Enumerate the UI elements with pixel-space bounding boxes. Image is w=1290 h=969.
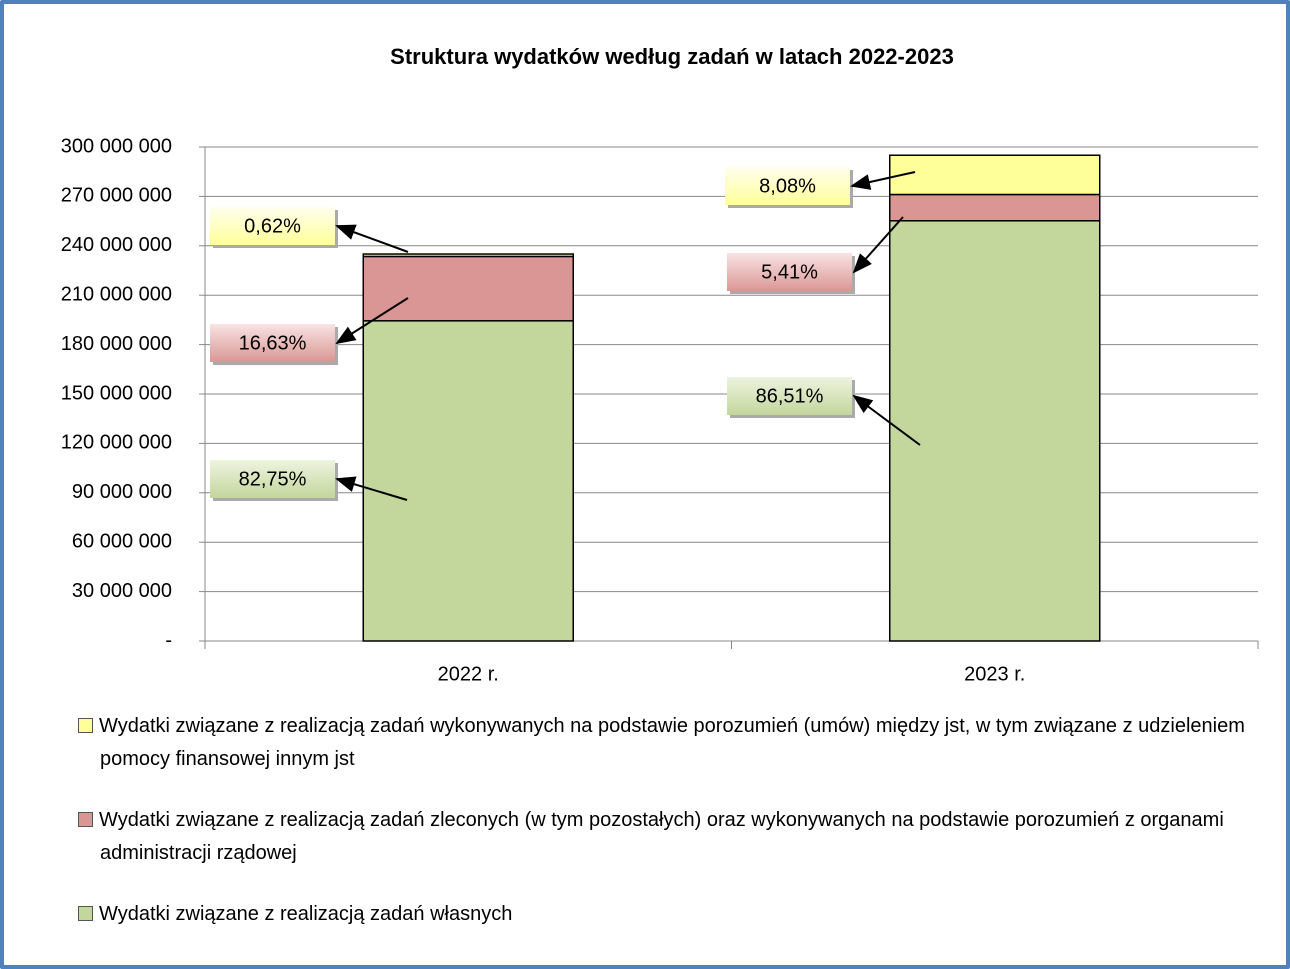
legend-label: Wydatki związane z realizacją zadań wyko… — [99, 715, 1245, 770]
chart-title: Struktura wydatków według zadań w latach… — [390, 44, 954, 69]
legend-swatch — [78, 906, 93, 921]
arrow — [335, 476, 408, 501]
bar-segment — [889, 154, 1101, 196]
bar-segment — [362, 253, 574, 258]
share-box — [727, 377, 852, 415]
share-label: 86,51% — [756, 385, 824, 407]
x-tick-label: 2023 r. — [964, 663, 1025, 685]
y-tick-label: 210 000 000 — [61, 283, 172, 305]
legend-item: Wydatki związane z realizacją zadań wyko… — [78, 710, 1248, 776]
arrow — [335, 297, 409, 345]
bar-segment — [362, 320, 574, 642]
x-tick-label: 2022 r. — [438, 663, 499, 685]
legend-label: Wydatki związane z realizacją zadań zlec… — [99, 809, 1224, 864]
share-label: 82,75% — [239, 468, 307, 490]
bar-segment — [889, 193, 1101, 222]
arrow — [852, 216, 904, 274]
share-box — [210, 324, 335, 362]
y-tick-label: 300 000 000 — [61, 135, 172, 157]
legend-swatch — [78, 812, 93, 827]
y-tick-label: 60 000 000 — [72, 530, 172, 552]
y-tick-label: 30 000 000 — [72, 580, 172, 602]
arrow — [852, 394, 921, 446]
share-box — [210, 460, 335, 498]
bar-segment — [362, 255, 574, 322]
share-box — [727, 253, 852, 291]
share-box — [725, 167, 850, 205]
legend-item: Wydatki związane z realizacją zadań zlec… — [78, 804, 1248, 870]
legend: Wydatki związane z realizacją zadań wyko… — [78, 710, 1248, 959]
y-tick-label: 120 000 000 — [61, 432, 172, 454]
legend-label: Wydatki związane z realizacją zadań włas… — [99, 903, 513, 925]
y-tick-label: 90 000 000 — [72, 481, 172, 503]
y-tick-label: 150 000 000 — [61, 382, 172, 404]
bar-segment — [889, 220, 1101, 642]
share-label: 8,08% — [759, 175, 816, 197]
y-tick-label: 270 000 000 — [61, 185, 172, 207]
y-tick-label: 180 000 000 — [61, 333, 172, 355]
share-box — [210, 207, 335, 245]
y-tick-label: 240 000 000 — [61, 234, 172, 256]
arrow — [335, 224, 409, 253]
share-label: 5,41% — [761, 261, 818, 283]
share-label: 16,63% — [239, 332, 307, 354]
arrow — [850, 171, 916, 190]
y-tick-label: - — [165, 629, 172, 651]
legend-swatch — [78, 718, 93, 733]
share-label: 0,62% — [244, 215, 301, 237]
legend-item: Wydatki związane z realizacją zadań włas… — [78, 898, 1248, 931]
